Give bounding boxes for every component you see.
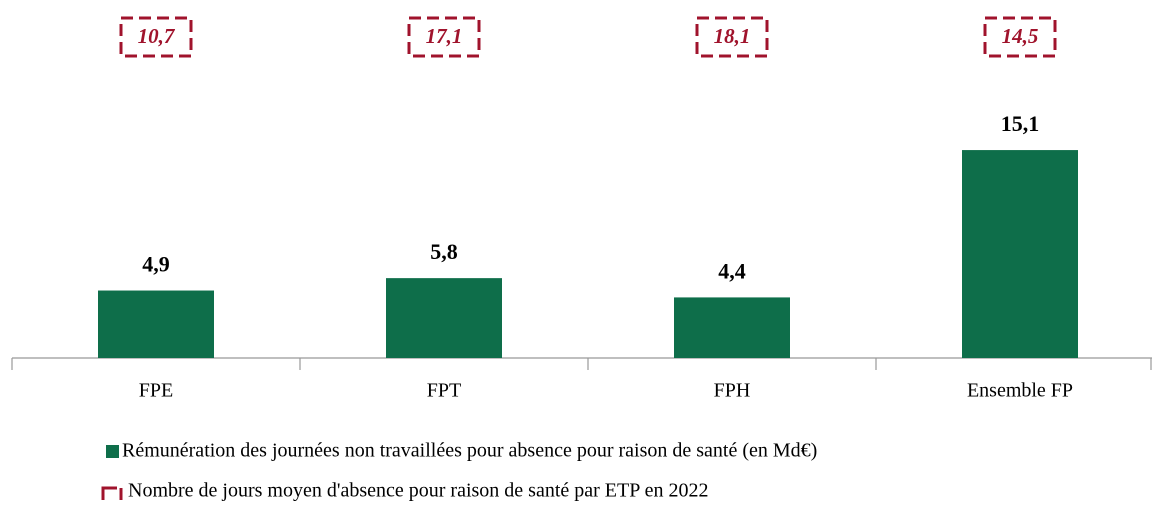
marker-label: 14,5 bbox=[1002, 24, 1039, 48]
legend-label: Nombre de jours moyen d'absence pour rai… bbox=[128, 480, 708, 502]
bar bbox=[674, 297, 790, 358]
data-label: 4,4 bbox=[718, 258, 746, 283]
marker-label: 10,7 bbox=[138, 24, 176, 48]
marker-label: 17,1 bbox=[426, 24, 463, 48]
data-label: 15,1 bbox=[1001, 111, 1040, 136]
data-label: 4,9 bbox=[142, 252, 170, 277]
x-tick-label: FPH bbox=[714, 380, 751, 402]
legend-swatch bbox=[106, 445, 119, 458]
bar bbox=[962, 150, 1078, 358]
x-tick-label: FPE bbox=[139, 380, 173, 402]
marker-label: 18,1 bbox=[714, 24, 751, 48]
legend-label: Rémunération des journées non travaillée… bbox=[122, 440, 817, 462]
data-label: 5,8 bbox=[430, 239, 458, 264]
bar bbox=[386, 278, 502, 358]
legend-swatch bbox=[101, 486, 123, 500]
x-tick-label: Ensemble FP bbox=[967, 380, 1073, 402]
x-tick-label: FPT bbox=[427, 380, 461, 402]
bar bbox=[98, 290, 214, 358]
